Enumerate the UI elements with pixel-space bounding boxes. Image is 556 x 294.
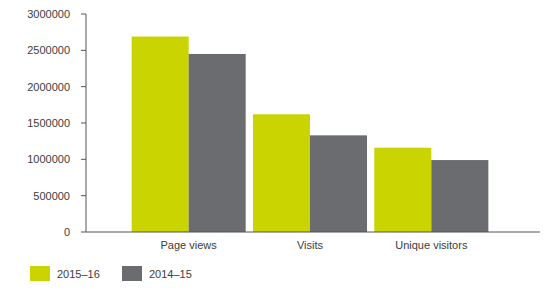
y-tick xyxy=(81,159,86,160)
legend-swatch xyxy=(122,266,142,281)
y-tick xyxy=(81,232,86,233)
chart-svg: 0 500000 1000000 1500000 2000000 2500000 30000… xyxy=(0,0,556,294)
y-axis xyxy=(86,14,87,232)
legend-label: 2015–16 xyxy=(57,268,100,280)
x-tick-label: Visits xyxy=(297,239,324,251)
bars xyxy=(132,37,489,232)
bar xyxy=(189,54,246,232)
bar xyxy=(374,148,431,232)
y-tick-label: 500000 xyxy=(33,190,70,202)
y-tick xyxy=(81,14,86,15)
y-tick-label: 1000000 xyxy=(27,153,70,165)
y-tick-label: 1500000 xyxy=(27,117,70,129)
x-axis xyxy=(86,232,540,233)
y-tick xyxy=(81,123,86,124)
legend-label: 2014–15 xyxy=(149,268,192,280)
legend-swatch xyxy=(30,266,50,281)
bar xyxy=(310,135,367,232)
bar xyxy=(132,37,189,232)
x-tick-label: Page views xyxy=(161,239,218,251)
y-tick-label: 3000000 xyxy=(27,8,70,20)
y-tick-label: 2500000 xyxy=(27,44,70,56)
chart-container: 0 500000 1000000 1500000 2000000 2500000 30000… xyxy=(0,0,556,294)
x-tick-label: Unique visitors xyxy=(395,239,468,251)
y-tick xyxy=(81,86,86,87)
y-tick-label: 2000000 xyxy=(27,81,70,93)
y-tick-label: 0 xyxy=(64,226,70,238)
y-tick xyxy=(81,50,86,51)
bar xyxy=(431,160,488,232)
y-tick xyxy=(81,195,86,196)
bar xyxy=(253,114,310,232)
